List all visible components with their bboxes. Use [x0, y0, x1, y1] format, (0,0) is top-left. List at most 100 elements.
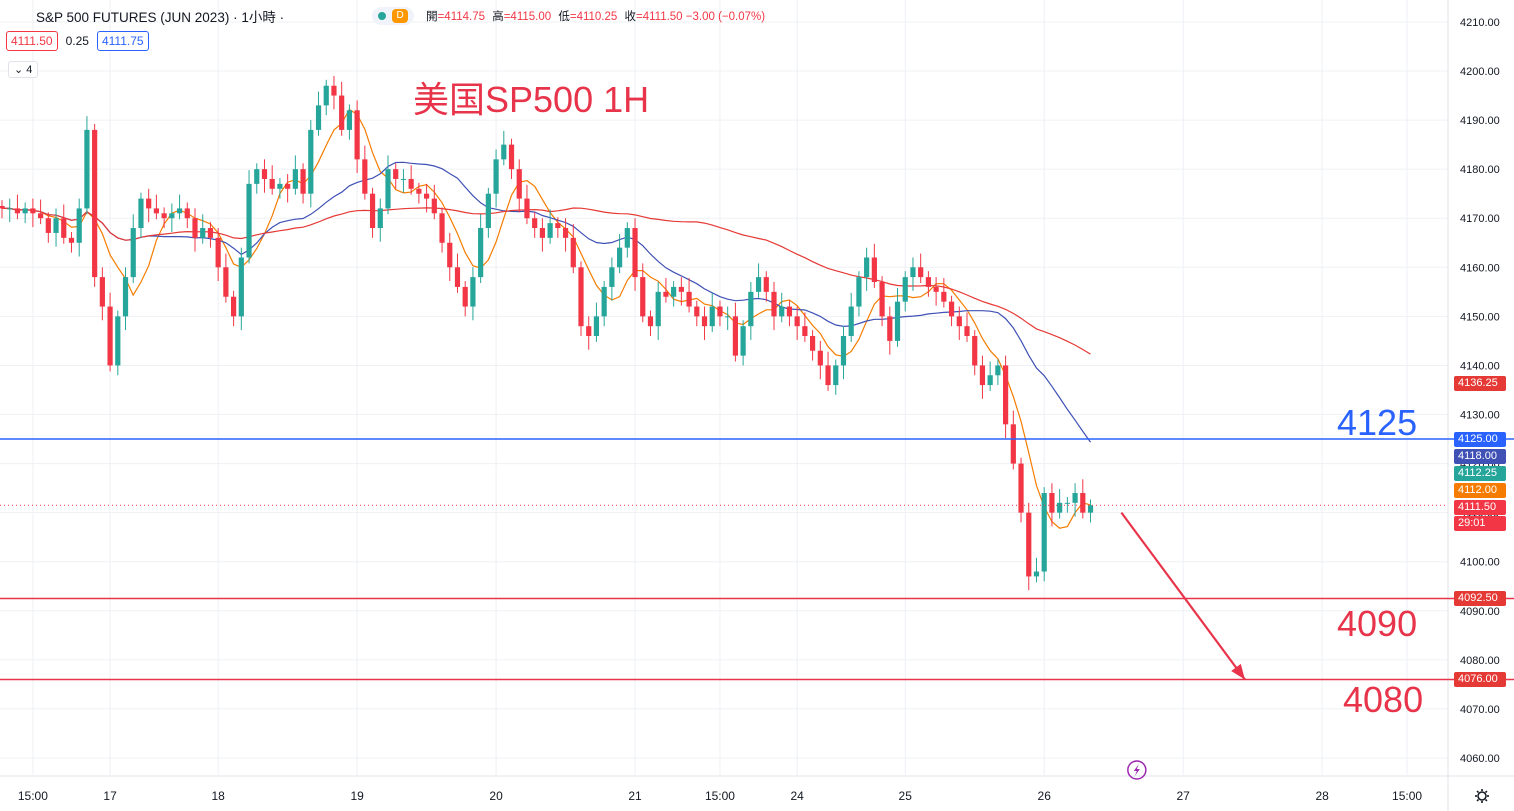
spread-value: 0.25 [65, 34, 89, 48]
candle-body [53, 218, 59, 233]
candle-body [956, 316, 962, 327]
candle-body [153, 208, 159, 214]
candle-body [647, 316, 654, 327]
x-tick-label: 24 [790, 789, 804, 803]
candle-body [377, 208, 383, 229]
candle-body [292, 169, 298, 189]
y-tick-label: 4080.00 [1460, 655, 1500, 667]
candle-body [261, 169, 268, 179]
annotation-title[interactable]: 美国SP500 1H [413, 79, 650, 120]
time-axis[interactable]: 15:00 17 18 19 20 21 15:00 24 25 26 27 28 15:00 [18, 789, 1423, 803]
candle-body [7, 208, 13, 210]
candle-body [740, 326, 746, 356]
candle-body [138, 198, 144, 229]
candle-body [30, 208, 36, 214]
candle-body [38, 213, 44, 219]
candle-body [763, 277, 769, 292]
candle-body [146, 198, 152, 209]
candle-body [879, 282, 885, 317]
candle-body [632, 228, 638, 278]
sell-price-button[interactable]: 4111.50 [6, 31, 58, 51]
x-tick-label: 27 [1176, 789, 1190, 803]
candle-body [825, 365, 831, 386]
candle-body [516, 169, 522, 199]
support1-level-label[interactable]: 4090 [1337, 603, 1418, 644]
candle-body [285, 183, 291, 189]
ohlc-open-value: =4114.75 [437, 11, 486, 23]
candle-body [277, 183, 283, 189]
indicators-toggle[interactable]: ⌄ 4 [8, 61, 39, 78]
projection-arrow[interactable] [1120, 511, 1246, 681]
market-open-dot-icon [378, 12, 387, 20]
ohlc-readout: 開=4114.75 高=4115.00 低=4110.25 收=4111.50 … [426, 8, 769, 24]
candle-body [400, 178, 407, 180]
ohlc-close-label: 收 [624, 11, 637, 23]
candle-body [462, 286, 468, 307]
candle-body [794, 316, 800, 327]
resistance-level-label[interactable]: 4125 [1337, 402, 1418, 443]
y-tick-label: 4140.00 [1460, 360, 1500, 372]
support2-level-label[interactable]: 4080 [1343, 679, 1424, 720]
candle-body [617, 247, 623, 268]
buy-price-button[interactable]: 4111.75 [96, 31, 149, 51]
candle-body [354, 110, 360, 160]
y-tick-label: 4070.00 [1460, 704, 1500, 716]
x-tick-label: 15:00 [18, 789, 48, 803]
status-pill[interactable]: D [372, 7, 415, 25]
lightning-glyph [1133, 764, 1140, 776]
x-tick-label: 25 [899, 789, 913, 803]
gear-tooth [1484, 790, 1488, 794]
y-tick-label: 4090.00 [1460, 606, 1500, 618]
candle-body [833, 365, 839, 386]
candle-body [478, 228, 484, 278]
horizontal-levels[interactable] [0, 438, 1514, 681]
y-tick-label: 4170.00 [1460, 213, 1500, 225]
candle-body [200, 228, 206, 238]
candle-body [1049, 493, 1055, 513]
price-tag: 4136.25 [1454, 376, 1506, 392]
price-tag: 4125.00 [1454, 431, 1506, 447]
candle-body [933, 286, 939, 292]
candle-body [424, 193, 430, 199]
candle-body [786, 306, 793, 317]
x-tick-label: 15:00 [705, 789, 735, 803]
candle-body [1064, 502, 1070, 504]
candle-body [231, 296, 237, 317]
x-tick-label: 20 [489, 789, 503, 803]
projection-arrow-line [1120, 511, 1246, 681]
x-tick-label: 21 [628, 789, 642, 803]
candle-body [1087, 505, 1094, 513]
x-tick-label: 18 [211, 789, 225, 803]
candle-body [1041, 493, 1047, 572]
candle-body [779, 306, 785, 317]
candle-body [14, 208, 21, 214]
candle-body [995, 365, 1001, 376]
candle-body [192, 218, 198, 238]
candle-body [431, 198, 437, 214]
candle-body [663, 291, 669, 297]
candle-body [300, 169, 306, 194]
candle-body [864, 257, 870, 278]
candle-body [68, 237, 75, 243]
candle-body [725, 316, 731, 318]
candle-body [92, 129, 98, 278]
candle-body [393, 169, 399, 179]
candles [0, 75, 1094, 591]
candle-body [447, 242, 453, 268]
candle-body [655, 291, 661, 327]
candle-body [84, 129, 90, 209]
symbol-title[interactable]: S&P 500 FUTURES (JUN 2023) · 1小時 · [36, 10, 285, 25]
candle-body [122, 277, 129, 317]
candle-body [161, 213, 167, 219]
y-tick-label: 4100.00 [1460, 557, 1500, 569]
candle-body [609, 267, 615, 287]
candle-body [308, 129, 314, 194]
candle-body [1072, 493, 1078, 503]
candle-body [269, 178, 275, 189]
x-tick-label: 28 [1315, 789, 1329, 803]
candle-body [130, 228, 136, 278]
x-tick-label: 19 [350, 789, 364, 803]
ohlc-high-value: =4115.00 [503, 11, 552, 23]
moving-average-ma-fast [2, 108, 1091, 529]
